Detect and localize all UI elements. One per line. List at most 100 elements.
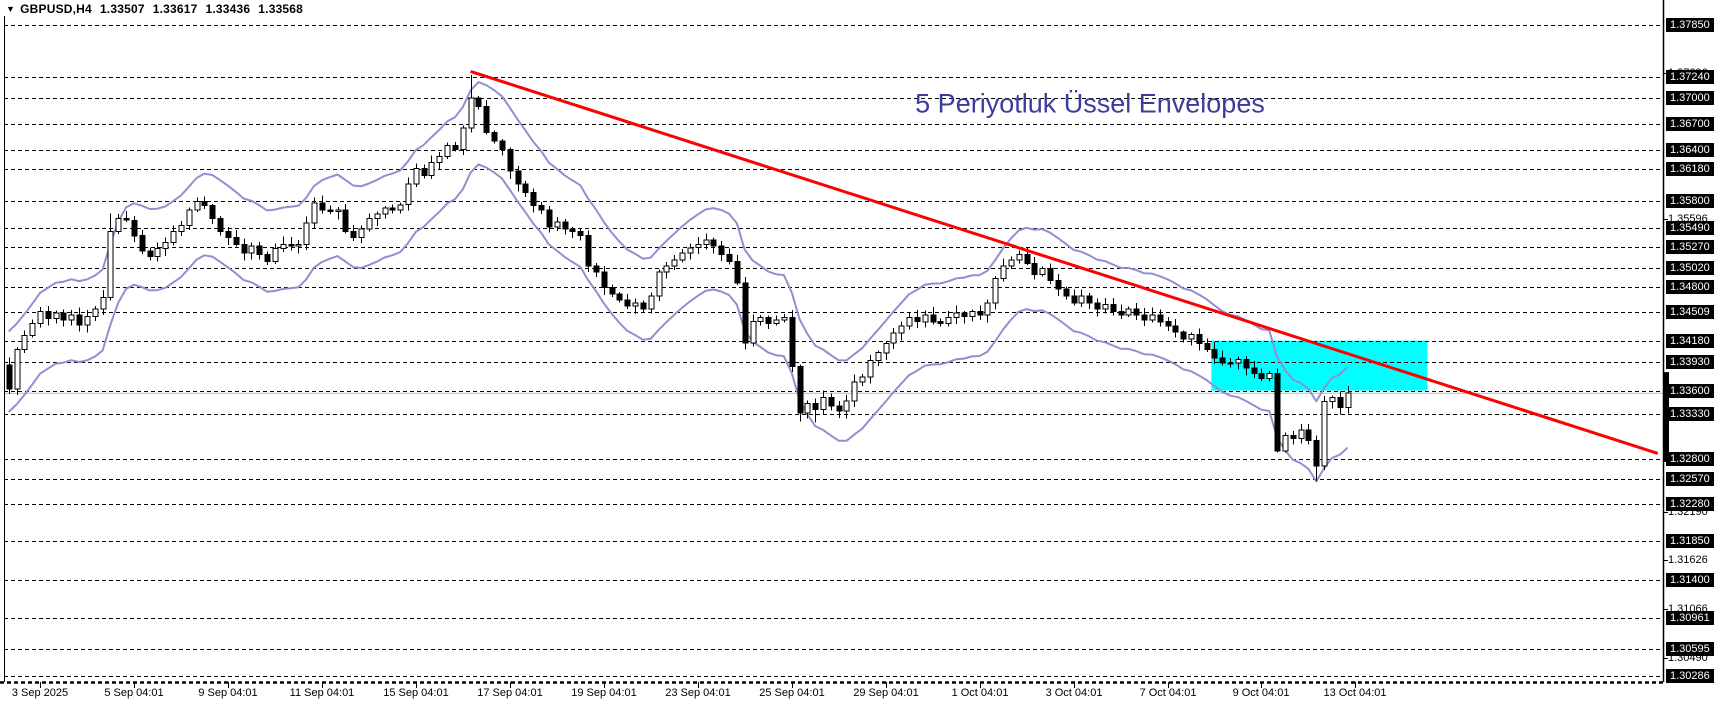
ohlc-open-value: 1.33507 — [99, 2, 145, 16]
price-level-label: 1.30595 — [1666, 642, 1714, 656]
bear-candle-body — [828, 396, 835, 407]
bear-candle-body — [585, 235, 592, 267]
bull-candle-body — [366, 218, 373, 230]
bull-candle-body — [68, 314, 75, 321]
bear-candle-body — [624, 299, 631, 307]
bull-candle-body — [1000, 265, 1007, 280]
price-level-label: 1.34509 — [1666, 305, 1714, 319]
bear-candle-body — [327, 209, 334, 213]
ohlc-low-value: 1.33436 — [205, 2, 251, 16]
price-level-label: 1.33330 — [1666, 407, 1714, 421]
envelope-upper-band-line — [8, 81, 1349, 403]
price-level-label: 1.34800 — [1666, 280, 1714, 294]
bull-candle-body — [945, 316, 952, 324]
bull-candle-body — [679, 252, 686, 261]
bull-candle-body — [170, 230, 177, 244]
bear-candle-body — [225, 230, 232, 238]
price-level-label: 1.32570 — [1666, 472, 1714, 486]
bull-candle-body — [1266, 372, 1273, 380]
bear-candle-body — [789, 316, 796, 367]
bear-candle-body — [1110, 304, 1117, 312]
time-axis-label: 17 Sep 04:01 — [477, 687, 543, 699]
bull-candle-body — [1039, 267, 1046, 275]
bear-candle-body — [342, 209, 349, 232]
price-level-label: 1.31850 — [1666, 534, 1714, 548]
bull-candle-body — [405, 183, 412, 206]
time-axis-label: 5 Sep 04:01 — [104, 687, 164, 699]
time-axis-label: 7 Oct 04:01 — [1139, 687, 1197, 699]
time-axis-label: 9 Oct 04:01 — [1232, 687, 1290, 699]
bull-candle-body — [781, 316, 788, 321]
bear-candle-body — [1141, 314, 1148, 321]
bear-candle-body — [1243, 359, 1250, 369]
bear-candle-body — [507, 149, 514, 172]
bear-candle-body — [601, 271, 608, 288]
price-level-label: 1.37850 — [1666, 18, 1714, 32]
bull-candle-body — [898, 325, 905, 334]
price-level-label: 1.35490 — [1666, 221, 1714, 235]
price-level-label: 1.34180 — [1666, 334, 1714, 348]
bear-candle-body — [233, 237, 240, 245]
bull-candle-body — [358, 228, 365, 238]
bear-candle-body — [139, 235, 146, 252]
bull-candle-body — [867, 360, 874, 378]
bear-candle-body — [452, 144, 459, 151]
bear-candle-body — [734, 261, 741, 284]
bull-candle-body — [859, 376, 866, 383]
bear-candle-body — [1274, 372, 1281, 452]
bear-candle-body — [726, 254, 733, 263]
bear-candle-body — [475, 97, 482, 108]
bear-candle-body — [1047, 267, 1054, 281]
time-axis-label: 29 Sep 04:01 — [853, 687, 919, 699]
symbol-dropdown-icon[interactable]: ▼ — [6, 4, 16, 14]
bear-candle-body — [797, 366, 804, 414]
bull-candle-body — [436, 156, 443, 164]
bull-candle-body — [703, 239, 710, 245]
bear-candle-body — [483, 106, 490, 133]
bear-candle-body — [710, 239, 717, 247]
bull-candle-body — [984, 302, 991, 316]
bull-candle-body — [460, 127, 467, 151]
bear-candle-body — [1305, 429, 1312, 441]
bear-candle-body — [1031, 262, 1038, 275]
bear-candle-body — [812, 403, 819, 410]
bull-candle-body — [162, 242, 169, 250]
bear-candle-body — [546, 209, 553, 228]
time-axis-label: 3 Sep 2025 — [11, 687, 69, 699]
bear-candle-body — [577, 230, 584, 237]
bear-candle-body — [319, 202, 326, 211]
bull-candle-body — [382, 207, 389, 215]
bull-candle-body — [953, 312, 960, 318]
bull-candle-body — [1345, 392, 1352, 409]
bear-candle-body — [522, 183, 529, 194]
bear-candle-body — [1118, 310, 1125, 316]
bear-candle-body — [1133, 308, 1140, 316]
bear-candle-body — [1337, 396, 1344, 409]
indicator-annotation-text[interactable]: 5 Periyotluk Üssel Envelopes — [915, 88, 1265, 119]
bull-candle-body — [890, 332, 897, 344]
bear-candle-body — [147, 250, 154, 257]
bear-candle-body — [930, 314, 937, 323]
bull-candle-body — [1008, 259, 1015, 267]
bull-candle-body — [1078, 295, 1085, 304]
bear-candle-body — [350, 230, 357, 238]
time-axis-label: 23 Sep 04:01 — [665, 687, 731, 699]
time-axis-label: 1 Oct 04:01 — [951, 687, 1009, 699]
bear-candle-body — [76, 314, 83, 326]
bull-candle-body — [311, 202, 318, 224]
bear-candle-body — [1063, 288, 1070, 297]
bull-candle-body — [969, 310, 976, 318]
descending-trendline[interactable] — [470, 69, 1659, 455]
bear-candle-body — [1086, 295, 1093, 304]
price-axis-tick-label: 1.31626 — [1668, 554, 1708, 566]
bear-candle-body — [1290, 434, 1297, 440]
envelope-lower-band-line — [8, 163, 1349, 483]
bull-candle-body — [663, 265, 670, 273]
chart-header: ▼ GBPUSD,H4 1.33507 1.33617 1.33436 1.33568 — [6, 2, 303, 16]
bear-candle-body — [288, 243, 295, 247]
bull-candle-body — [84, 316, 91, 326]
bull-candle-body — [154, 248, 161, 257]
bull-candle-body — [115, 218, 122, 232]
